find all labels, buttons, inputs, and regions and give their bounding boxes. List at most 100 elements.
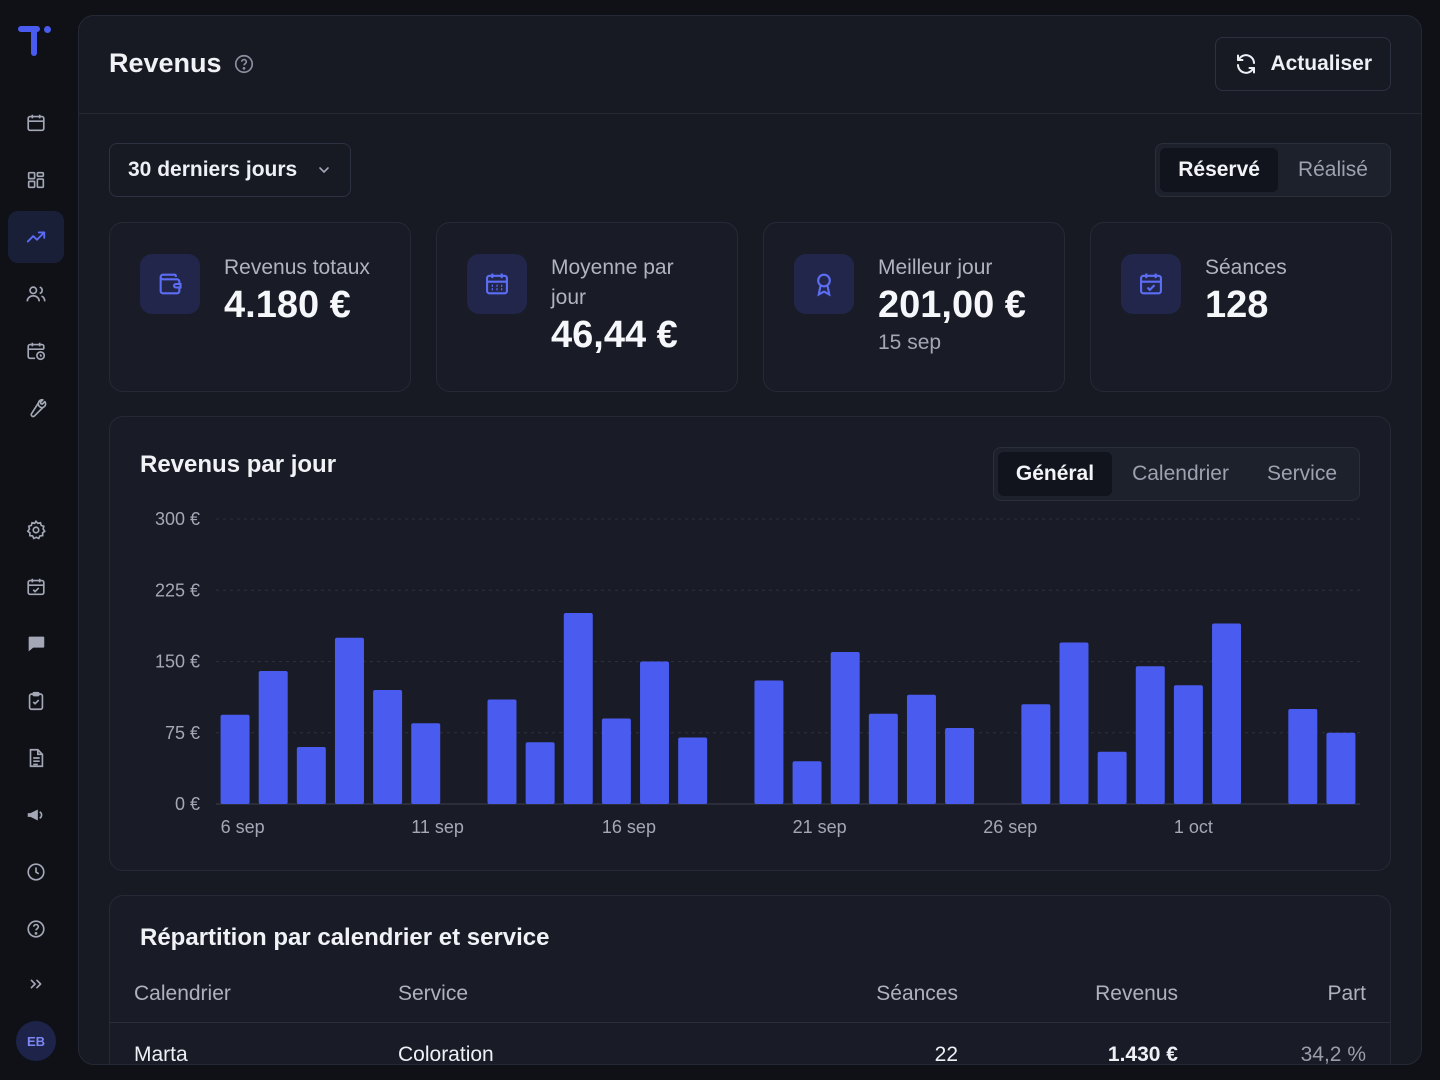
mode-option-booked[interactable]: Réservé <box>1160 148 1278 192</box>
y-tick-label: 150 € <box>155 652 200 672</box>
y-tick-label: 225 € <box>155 580 200 600</box>
chart-bar[interactable] <box>1212 623 1242 805</box>
refresh-label: Actualiser <box>1270 52 1372 75</box>
column-header-calendar[interactable]: Calendrier <box>134 982 231 1005</box>
cell-service: Coloration <box>398 1043 494 1065</box>
calendar-clock-icon <box>27 342 46 361</box>
sidebar-item-bookings[interactable] <box>8 561 64 613</box>
chart-bar[interactable] <box>1097 751 1127 804</box>
page-header: Revenus Actualiser <box>79 16 1421 114</box>
chart-bar[interactable] <box>258 671 288 804</box>
sidebar-item-calendar[interactable] <box>8 97 64 149</box>
sidebar-item-documents[interactable] <box>8 732 64 784</box>
chart-bar[interactable] <box>296 747 326 804</box>
chart-bar[interactable] <box>1135 666 1165 804</box>
sidebar-item-dashboard[interactable] <box>8 154 64 206</box>
x-tick-label: 21 sep <box>793 817 847 837</box>
column-header-share[interactable]: Part <box>1327 982 1366 1005</box>
chart-card: Revenus par jour Général Calendrier Serv… <box>109 416 1391 871</box>
page-title: Revenus <box>109 48 222 78</box>
kpi-card-best-day: Meilleur jour 201,00 € 15 sep <box>763 222 1065 392</box>
chart-bar[interactable] <box>1021 704 1051 804</box>
sidebar-item-clients[interactable] <box>8 268 64 320</box>
sidebar-item-tools[interactable] <box>8 382 64 434</box>
breakdown-card: Répartition par calendrier et service Ca… <box>109 895 1391 1065</box>
chart-bar[interactable] <box>487 699 517 805</box>
kpi-value: 201,00 € <box>878 284 1026 326</box>
x-tick-label: 6 sep <box>221 817 265 837</box>
chart-bar[interactable] <box>868 713 898 804</box>
sidebar-item-tasks[interactable] <box>8 675 64 727</box>
chart-bar[interactable] <box>525 742 555 804</box>
sidebar-item-schedule[interactable] <box>8 325 64 377</box>
help-icon <box>27 920 45 938</box>
date-range-select[interactable]: 30 derniers jours <box>109 143 351 197</box>
refresh-button[interactable]: Actualiser <box>1215 37 1391 91</box>
date-range-label: 30 derniers jours <box>128 158 298 181</box>
sidebar-item-revenue[interactable] <box>8 211 64 263</box>
award-icon <box>794 254 854 314</box>
main-panel: Revenus Actualiser 30 derniers jours Rés… <box>78 15 1422 1065</box>
chart-bar[interactable] <box>1059 642 1089 805</box>
mode-option-realized[interactable]: Réalisé <box>1297 158 1368 181</box>
revenue-chart: 0 € 75 € 150 € 225 € 300 € 6 sep 11 sep 16 sep 2… <box>155 509 1360 837</box>
breakdown-title: Répartition par calendrier et service <box>140 924 550 951</box>
chart-bar[interactable] <box>640 661 670 805</box>
tab-general[interactable]: Général <box>997 452 1113 496</box>
clipboard-check-icon <box>28 691 44 711</box>
chart-bar[interactable] <box>906 694 936 804</box>
calendar-check-icon <box>1121 254 1181 314</box>
sidebar-expand-button[interactable] <box>8 958 64 1010</box>
chart-bar[interactable] <box>220 714 250 804</box>
chart-title: Revenus par jour <box>140 451 337 478</box>
kpi-value: 46,44 € <box>551 314 678 356</box>
sidebar: EB <box>0 0 72 1080</box>
kpi-card-sessions: Séances 128 <box>1090 222 1392 392</box>
kpi-label: Revenus totaux <box>224 256 370 279</box>
avatar[interactable]: EB <box>16 1021 56 1061</box>
chart-bar[interactable] <box>334 637 364 804</box>
chart-bar[interactable] <box>830 652 860 804</box>
sidebar-item-marketing[interactable] <box>8 789 64 841</box>
chart-bar[interactable] <box>411 723 441 804</box>
tab-service[interactable]: Service <box>1266 462 1337 485</box>
cell-share: 34,2 % <box>1300 1043 1366 1065</box>
calendar-check-icon <box>27 578 45 596</box>
chart-bar[interactable] <box>945 728 975 804</box>
chart-bar[interactable] <box>1326 732 1356 804</box>
sidebar-item-history[interactable] <box>8 846 64 898</box>
x-tick-label: 16 sep <box>602 817 656 837</box>
help-icon[interactable] <box>233 53 255 75</box>
chart-bar[interactable] <box>1288 709 1318 804</box>
expand-icon <box>30 979 42 989</box>
chart-bar[interactable] <box>1173 685 1203 804</box>
wrench-icon <box>30 398 47 418</box>
column-header-revenue[interactable]: Revenus <box>1095 982 1178 1005</box>
dashboard-icon <box>27 171 45 189</box>
column-header-sessions[interactable]: Séances <box>876 982 958 1005</box>
chart-bar[interactable] <box>678 737 708 805</box>
tab-calendar[interactable]: Calendrier <box>1132 462 1229 485</box>
chart-bar[interactable] <box>563 613 593 804</box>
chart-bar[interactable] <box>792 761 822 804</box>
column-header-service[interactable]: Service <box>398 982 469 1005</box>
wallet-icon <box>140 254 200 314</box>
kpi-label: Moyenne par jour <box>551 256 674 309</box>
chart-bar[interactable] <box>754 680 784 805</box>
sidebar-item-help[interactable] <box>8 903 64 955</box>
kpi-label: Séances <box>1205 256 1287 279</box>
trend-icon <box>26 231 46 243</box>
calendar-grid-icon <box>467 254 527 314</box>
y-tick-label: 75 € <box>165 723 200 743</box>
table-row[interactable]: Marta Coloration 22 1.430 € 34,2 % <box>110 1022 1390 1065</box>
sidebar-item-messages[interactable] <box>8 618 64 670</box>
chevron-down-icon <box>319 167 329 174</box>
chart-bar[interactable] <box>373 690 403 804</box>
chart-bar[interactable] <box>601 718 631 805</box>
clock-icon <box>27 863 45 881</box>
mode-toggle: Réservé Réalisé <box>1155 143 1391 197</box>
kpi-value: 4.180 € <box>224 284 351 326</box>
kpi-label: Meilleur jour <box>878 256 993 279</box>
sidebar-item-settings[interactable] <box>8 504 64 556</box>
logo-icon[interactable] <box>16 24 56 60</box>
